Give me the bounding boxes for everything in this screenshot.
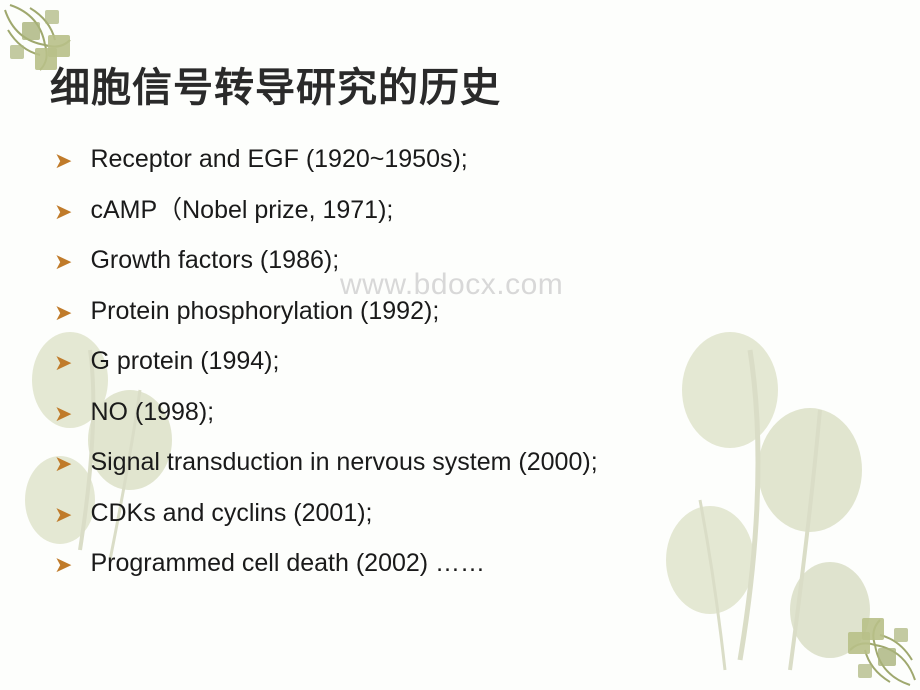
bullet-item: ➤ Receptor and EGF (1920~1950s); [54,141,870,179]
chevron-right-icon: ➤ [54,447,72,480]
bullet-item: ➤ Growth factors (1986); [54,242,870,280]
bullet-item: ➤ CDKs and cyclins (2001); [54,495,870,533]
chevron-right-icon: ➤ [54,397,72,430]
bullet-text: Signal transduction in nervous system (2… [90,444,597,482]
bullet-item: ➤ Signal transduction in nervous system … [54,444,870,482]
bullet-item: ➤ Programmed cell death (2002) …… [54,545,870,583]
chevron-right-icon: ➤ [54,346,72,379]
slide-title: 细胞信号转导研究的历史 [50,55,870,113]
bullet-text: Growth factors (1986); [90,242,339,280]
bullet-text: Receptor and EGF (1920~1950s); [90,141,467,179]
bullet-item: ➤ Protein phosphorylation (1992); [54,293,870,331]
chevron-right-icon: ➤ [54,195,72,228]
bullet-item: ➤ cAMP（Nobel prize, 1971); [54,192,870,230]
bullet-text: CDKs and cyclins (2001); [90,495,372,533]
chevron-right-icon: ➤ [54,296,72,329]
chevron-right-icon: ➤ [54,245,72,278]
bullet-item: ➤ G protein (1994); [54,343,870,381]
slide-content: 细胞信号转导研究的历史 ➤ Receptor and EGF (1920~195… [0,0,920,583]
bullet-text: G protein (1994); [90,343,279,381]
bullet-text: Protein phosphorylation (1992); [90,293,439,331]
bullet-text: cAMP（Nobel prize, 1971); [90,192,393,230]
bullet-item: ➤ NO (1998); [54,394,870,432]
chevron-right-icon: ➤ [54,498,72,531]
chevron-right-icon: ➤ [54,548,72,581]
bullet-list: ➤ Receptor and EGF (1920~1950s); ➤ cAMP（… [50,141,870,583]
bullet-text: Programmed cell death (2002) …… [90,545,485,583]
bullet-text: NO (1998); [90,394,214,432]
chevron-right-icon: ➤ [54,144,72,177]
